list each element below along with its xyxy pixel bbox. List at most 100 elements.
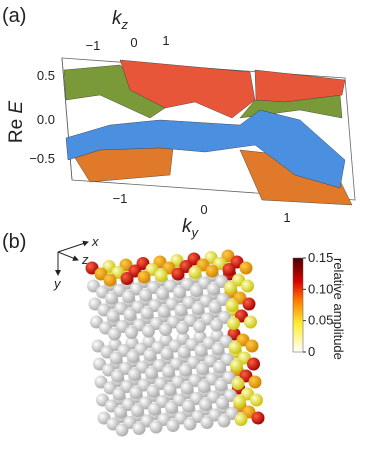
sphere bbox=[114, 405, 127, 419]
sphere bbox=[216, 396, 229, 410]
sphere bbox=[188, 266, 202, 279]
kz-tick: 1 bbox=[162, 33, 169, 48]
sphere bbox=[197, 380, 211, 393]
sphere bbox=[103, 273, 117, 287]
sphere bbox=[105, 291, 118, 305]
sphere bbox=[125, 326, 138, 339]
ky-tick: 1 bbox=[283, 210, 290, 225]
sphere bbox=[173, 285, 186, 299]
sphere bbox=[183, 417, 197, 431]
sphere bbox=[210, 318, 223, 332]
energy-tick: 0.0 bbox=[37, 112, 55, 127]
kz-label: kz bbox=[112, 8, 129, 32]
sphere bbox=[106, 309, 120, 323]
sphere bbox=[247, 357, 260, 371]
sphere bbox=[156, 287, 169, 300]
sphere bbox=[248, 375, 262, 389]
sphere bbox=[143, 348, 157, 362]
sphere bbox=[196, 362, 209, 375]
sphere bbox=[177, 345, 191, 359]
ky-tick: 0 bbox=[200, 202, 207, 217]
panel-label: (b) bbox=[2, 231, 26, 253]
ky-tick: −1 bbox=[113, 191, 128, 206]
sphere bbox=[207, 282, 220, 296]
sphere bbox=[228, 341, 242, 354]
colorbar bbox=[292, 257, 304, 353]
sphere bbox=[191, 302, 205, 315]
energy-tick: 0.5 bbox=[37, 68, 55, 83]
sphere bbox=[227, 317, 240, 330]
sphere bbox=[162, 365, 175, 378]
energy-label: Re E bbox=[6, 101, 27, 144]
sphere bbox=[109, 351, 123, 365]
sphere bbox=[231, 377, 245, 390]
sphere bbox=[126, 350, 140, 363]
sphere bbox=[146, 384, 160, 398]
sphere bbox=[245, 339, 259, 353]
sphere bbox=[165, 401, 178, 414]
sphere bbox=[166, 419, 180, 432]
colorbar-tick-label: 0 bbox=[308, 344, 315, 359]
sphere bbox=[160, 347, 174, 360]
sphere bbox=[217, 414, 231, 428]
sphere bbox=[193, 320, 206, 333]
sphere bbox=[176, 321, 189, 335]
energy-tick: −0.5 bbox=[29, 151, 55, 166]
colorbar-label: relative amplitude bbox=[331, 258, 346, 360]
panel-label: (a) bbox=[2, 5, 26, 27]
sphere bbox=[233, 395, 246, 408]
sphere bbox=[200, 416, 214, 429]
sphere bbox=[148, 402, 161, 416]
sphere bbox=[174, 303, 188, 317]
sphere bbox=[128, 368, 141, 381]
sphere bbox=[224, 281, 237, 294]
sphere bbox=[108, 327, 121, 341]
sphere bbox=[122, 290, 135, 303]
sphere bbox=[194, 344, 208, 357]
sphere bbox=[199, 398, 212, 411]
colorbar-ticks: 0.15 0.10 0.05 0 bbox=[303, 250, 333, 359]
colorbar-tick-label: 0.10 bbox=[308, 281, 333, 296]
colorbar-tick-label: 0.15 bbox=[308, 250, 333, 265]
sphere bbox=[214, 378, 228, 392]
sphere bbox=[213, 360, 226, 374]
sphere bbox=[190, 284, 203, 297]
axis-y: y bbox=[53, 276, 62, 291]
sphere bbox=[145, 366, 158, 380]
sphere bbox=[131, 404, 144, 417]
sphere bbox=[112, 387, 126, 401]
sphere bbox=[222, 263, 236, 276]
sphere bbox=[208, 300, 222, 314]
band-surfaces bbox=[63, 59, 353, 206]
sphere-lattice bbox=[85, 249, 265, 437]
kz-tick: 0 bbox=[130, 35, 137, 50]
sphere bbox=[123, 308, 137, 321]
sphere bbox=[182, 399, 195, 413]
sphere bbox=[241, 279, 254, 293]
axis-z: z bbox=[81, 252, 89, 267]
sphere bbox=[171, 267, 185, 281]
axis-x: x bbox=[91, 234, 99, 249]
sphere bbox=[149, 420, 163, 434]
sphere bbox=[180, 381, 194, 395]
sphere bbox=[115, 423, 129, 437]
sphere bbox=[242, 297, 256, 311]
sphere bbox=[244, 315, 257, 329]
axes-icon bbox=[55, 240, 89, 276]
sphere bbox=[234, 413, 248, 426]
sphere bbox=[154, 269, 168, 282]
sphere bbox=[129, 386, 143, 399]
ky-label: ky bbox=[182, 216, 200, 240]
sphere bbox=[139, 288, 152, 302]
sphere bbox=[250, 393, 263, 407]
kz-tick: −1 bbox=[86, 38, 101, 53]
sphere bbox=[179, 363, 192, 377]
sphere bbox=[225, 299, 239, 312]
colorbar-tick-label: 0.05 bbox=[308, 313, 333, 328]
sphere bbox=[163, 383, 177, 396]
sphere bbox=[120, 272, 134, 285]
sphere bbox=[230, 359, 243, 372]
sphere bbox=[111, 369, 124, 383]
sphere bbox=[132, 422, 146, 435]
